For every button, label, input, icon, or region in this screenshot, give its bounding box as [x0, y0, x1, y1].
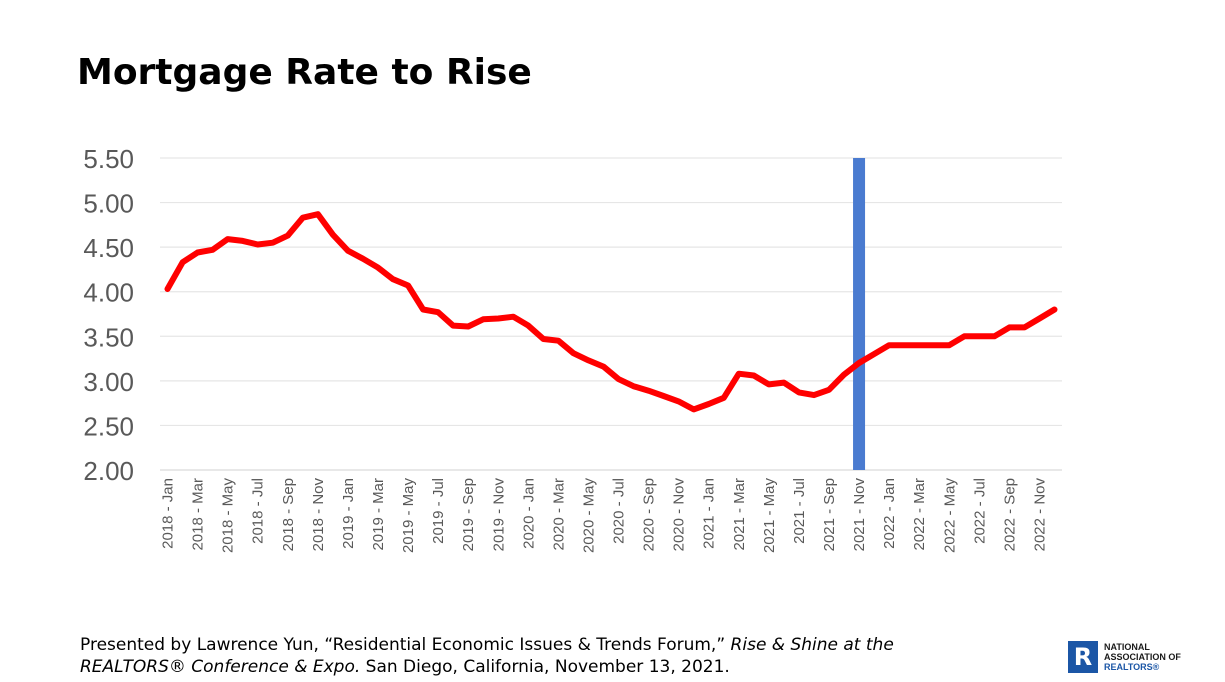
y-tick-label: 3.00	[83, 367, 134, 397]
y-axis-ticks: 5.50 5.00 4.50 4.00 3.50 3.00 2.50 2.00	[83, 144, 134, 486]
x-tick-label: 2022 - Sep	[1001, 478, 1018, 551]
x-tick-label: 2021 - Jan	[701, 478, 718, 549]
x-tick-label: 2018 - Sep	[280, 478, 297, 551]
x-tick-label: 2022 - Jan	[881, 478, 898, 549]
y-tick-label: 5.50	[83, 144, 134, 174]
x-tick-label: 2020 - Mar	[550, 478, 567, 551]
x-tick-label: 2020 - Sep	[641, 478, 658, 551]
x-tick-label: 2022 - Nov	[1031, 478, 1048, 552]
y-tick-label: 3.50	[83, 322, 134, 352]
x-tick-label: 2022 - Mar	[911, 478, 928, 551]
x-tick-label: 2020 - Jul	[611, 478, 628, 544]
rate-series	[164, 211, 1058, 413]
x-tick-label: 2021 - Mar	[731, 478, 748, 551]
x-tick-label: 2020 - Nov	[671, 478, 688, 552]
x-tick-label: 2020 - Jan	[520, 478, 537, 549]
x-tick-label: 2021 - Sep	[821, 478, 838, 551]
x-axis-ticks: 2018 - Jan 2018 - Mar 2018 - May 2018 - Jul…	[160, 478, 1049, 554]
footer-line1-prefix: Presented by Lawrence Yun, “Residential …	[80, 635, 731, 655]
x-tick-label: 2022 - May	[941, 478, 958, 554]
x-tick-label: 2018 - Nov	[310, 478, 327, 552]
y-tick-label: 5.00	[83, 189, 134, 219]
x-tick-label: 2019 - Jan	[340, 478, 357, 549]
footer-citation: Presented by Lawrence Yun, “Residential …	[80, 634, 1040, 678]
x-tick-label: 2019 - May	[400, 478, 417, 554]
y-tick-label: 4.50	[83, 233, 134, 263]
x-tick-label: 2020 - May	[580, 478, 597, 554]
y-tick-label: 4.00	[83, 278, 134, 308]
rate-line	[164, 211, 1058, 413]
x-tick-label: 2021 - May	[761, 478, 778, 554]
x-tick-label: 2019 - Nov	[490, 478, 507, 552]
x-tick-label: 2019 - Sep	[460, 478, 477, 551]
line-chart: 5.50 5.00 4.50 4.00 3.50 3.00 2.50 2.00 2018 - …	[83, 144, 1062, 554]
x-tick-label: 2018 - Jul	[250, 478, 267, 544]
logo-wordmark: NATIONAL ASSOCIATION OF REALTORS®	[1104, 642, 1181, 672]
x-tick-label: 2021 - Jul	[791, 478, 808, 544]
x-tick-label: 2019 - Mar	[370, 478, 387, 551]
footer-line2-italic: REALTORS® Conference & Expo.	[80, 657, 361, 677]
footer-line1-italic: Rise & Shine at the	[730, 635, 894, 655]
x-tick-label: 2022 - Jul	[971, 478, 988, 544]
y-tick-label: 2.50	[83, 411, 134, 441]
x-tick-label: 2018 - Mar	[190, 478, 207, 551]
x-tick-label: 2021 - Nov	[851, 478, 868, 552]
nar-logo: R NATIONAL ASSOCIATION OF REALTORS®	[1068, 640, 1208, 676]
x-tick-label: 2018 - May	[220, 478, 237, 554]
x-tick-label: 2018 - Jan	[160, 478, 177, 549]
page-title: Mortgage Rate to Rise	[77, 52, 532, 93]
realtor-r-icon: R	[1068, 641, 1098, 673]
marker-bar	[853, 158, 866, 470]
grid-lines	[160, 157, 1062, 471]
footer-line2-suffix: San Diego, California, November 13, 2021…	[360, 657, 730, 677]
x-tick-label: 2019 - Jul	[430, 478, 447, 544]
y-tick-label: 2.00	[83, 456, 134, 486]
current-month-marker	[853, 158, 866, 470]
